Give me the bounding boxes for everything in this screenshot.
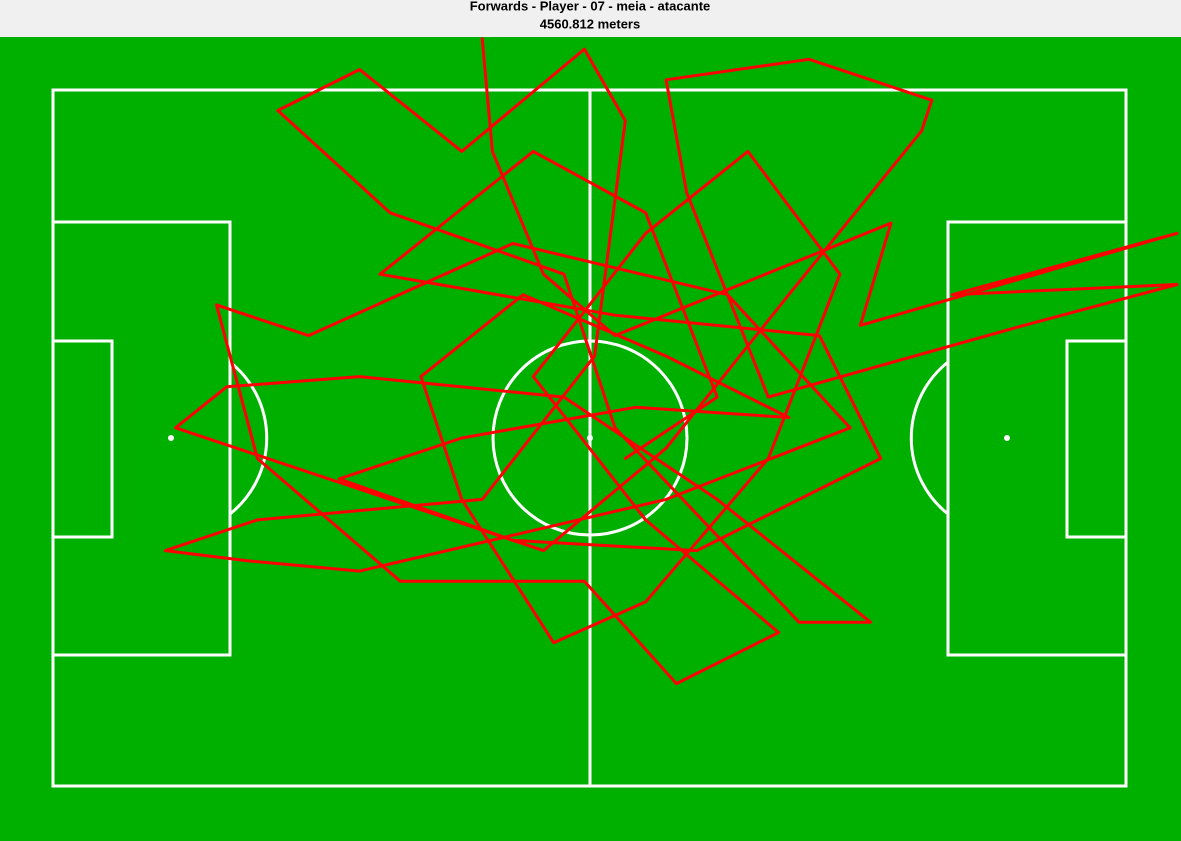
- center-circle: [491, 339, 689, 537]
- trajectory: [163, 37, 1179, 686]
- title-bar: [0, 0, 1181, 37]
- penalty-spot: [1004, 435, 1010, 441]
- center-spot: [587, 435, 593, 441]
- penalty-arc: [229, 360, 269, 516]
- chart-title: Forwards - Player - 07 - meia - atacante: [470, 0, 711, 13]
- penalty-arc: [909, 360, 949, 516]
- pitch-lines: [51, 88, 1128, 788]
- chart-subtitle: 4560.812 meters: [540, 16, 640, 31]
- goal-area: [1065, 339, 1128, 539]
- penalty-spot: [168, 435, 174, 441]
- goal-area: [51, 339, 114, 539]
